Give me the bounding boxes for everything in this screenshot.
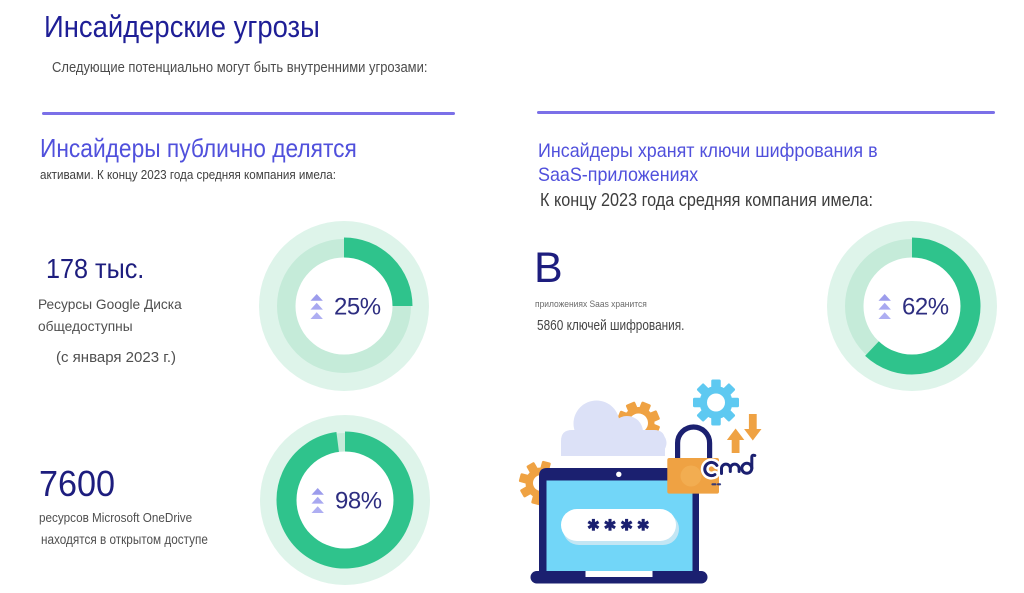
svg-text:98%: 98%	[335, 488, 382, 515]
svg-text:62%: 62%	[902, 294, 949, 321]
svg-text:25%: 25%	[334, 294, 381, 321]
